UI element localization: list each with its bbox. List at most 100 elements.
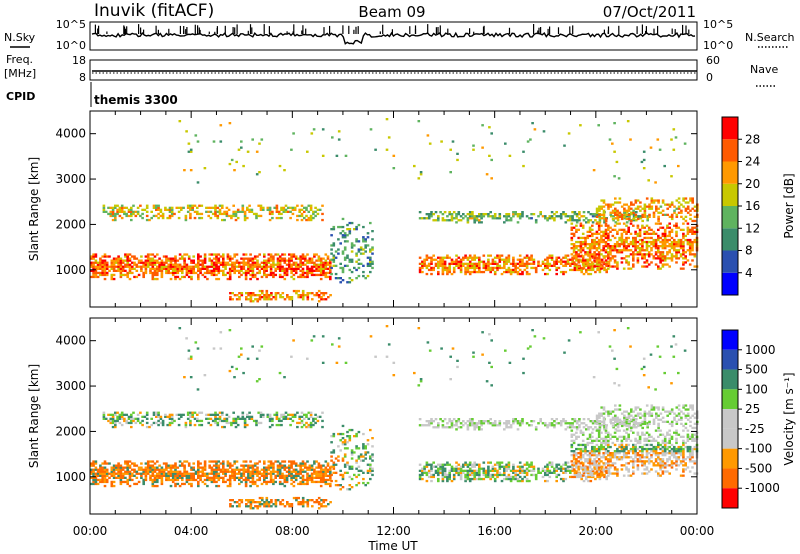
power-cell: [544, 264, 547, 267]
power-cell: [294, 271, 298, 275]
power-cell: [174, 275, 177, 279]
velocity-cell: [468, 471, 472, 474]
power-cell: [310, 267, 314, 270]
power-cell: [657, 247, 660, 250]
power-cell: [529, 138, 532, 141]
power-cell: [432, 266, 435, 270]
power-cell: [269, 269, 273, 272]
power-cell: [198, 212, 201, 216]
power-cell: [297, 267, 300, 270]
velocity-cell: [484, 469, 488, 472]
power-cell: [212, 269, 216, 272]
power-cell: [201, 267, 205, 270]
velocity-cell: [525, 477, 529, 481]
power-cell: [655, 209, 658, 212]
velocity-cell: [489, 418, 492, 421]
velocity-cell: [277, 417, 281, 420]
power-cell: [278, 275, 282, 279]
power-cell: [579, 240, 583, 244]
velocity-cell: [484, 475, 488, 479]
power-cell: [321, 154, 325, 157]
velocity-cell: [639, 422, 643, 425]
power-cell: [493, 270, 497, 274]
power-cell: [661, 238, 665, 242]
power-cell: [564, 213, 568, 216]
power-cell: [471, 256, 474, 259]
power-cell: [329, 277, 332, 281]
power-cell: [167, 263, 170, 266]
power-cell: [235, 269, 239, 272]
power-cell: [577, 245, 580, 248]
velocity-cell: [603, 424, 606, 427]
power-cell: [530, 256, 533, 259]
power-cell: [180, 206, 183, 209]
velocity-cell: [124, 460, 127, 463]
power-cell: [247, 298, 250, 301]
power-cell: [600, 265, 603, 268]
power-cell: [457, 256, 461, 259]
velocity-cell: [107, 413, 110, 416]
velocity-cell: [366, 463, 370, 466]
velocity-cell: [169, 474, 173, 477]
velocity-cell: [364, 453, 367, 456]
velocity-cell: [158, 474, 161, 477]
velocity-cell: [251, 474, 255, 477]
power-cell: [430, 256, 433, 259]
power-cell: [153, 271, 157, 275]
power-cell: [277, 212, 281, 216]
power-cell: [668, 203, 672, 206]
velocity-cell: [473, 471, 476, 474]
power-cell: [450, 217, 454, 220]
velocity-cell: [430, 469, 433, 472]
power-cell: [265, 259, 268, 262]
power-cell: [348, 268, 352, 272]
power-cell: [514, 264, 517, 267]
power-cell: [118, 210, 122, 213]
velocity-cell: [222, 466, 225, 469]
power-cell: [215, 253, 218, 256]
power-cell: [114, 216, 117, 220]
power-cell: [418, 217, 422, 220]
velocity-cell: [263, 474, 266, 477]
velocity-cell: [322, 474, 325, 477]
velocity-cell: [475, 424, 479, 427]
power-cell: [575, 213, 579, 216]
power-cell: [212, 253, 216, 256]
power-cell: [178, 253, 182, 256]
power-cell: [164, 206, 167, 209]
velocity-cell: [102, 413, 106, 416]
power-cell: [283, 253, 287, 256]
power-cell: [521, 270, 524, 274]
velocity-cell: [364, 484, 367, 487]
velocity-cell: [199, 470, 202, 473]
power-cell: [151, 263, 155, 266]
power-cell: [279, 294, 282, 297]
velocity-cell: [103, 466, 107, 469]
power-cell: [443, 211, 447, 214]
power-cell: [306, 298, 310, 301]
power-cell: [589, 268, 593, 272]
velocity-cell: [251, 480, 255, 484]
velocity-cell: [174, 484, 177, 488]
power-cell: [362, 225, 365, 229]
power-cell: [319, 273, 323, 277]
nsearch-label: N.Search: [745, 31, 795, 44]
power-cell: [142, 265, 145, 268]
velocity-cell: [353, 435, 356, 438]
velocity-cell: [94, 460, 98, 463]
velocity-cell: [369, 477, 372, 481]
velocity-cell: [468, 424, 472, 427]
velocity-cell: [222, 462, 225, 465]
velocity-cell: [144, 478, 148, 482]
power-cell: [124, 253, 127, 256]
velocity-cell: [105, 474, 109, 477]
velocity-cell: [126, 466, 129, 469]
power-cell: [602, 255, 605, 258]
velocity-cell: [206, 476, 209, 479]
velocity-cell: [281, 464, 284, 467]
power-cell: [569, 268, 572, 272]
velocity-cell: [573, 426, 577, 429]
velocity-cell: [118, 421, 122, 425]
velocity-cell: [353, 473, 356, 477]
